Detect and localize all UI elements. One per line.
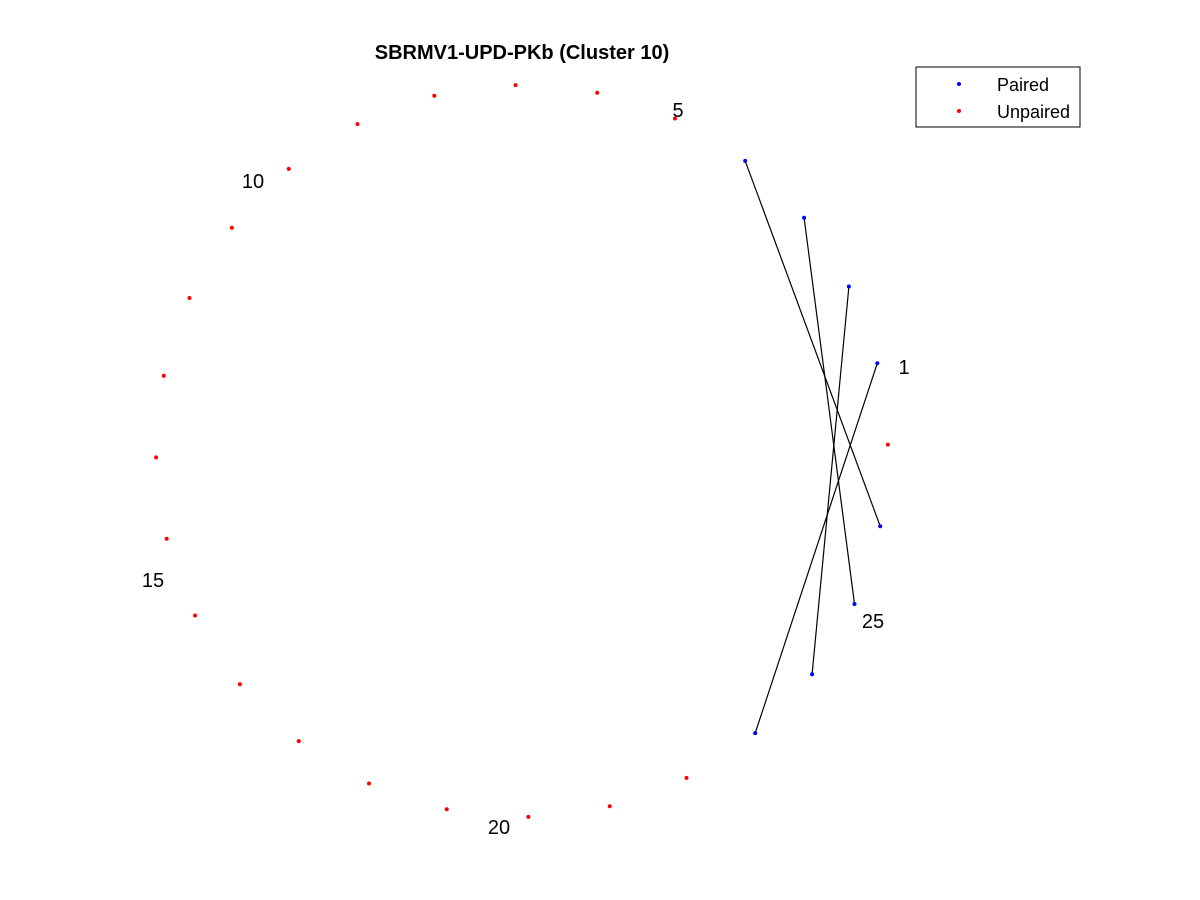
position-label-25: 25: [862, 611, 884, 633]
paired-position-dot-2: [875, 361, 880, 366]
unpaired-position-dot-22: [526, 814, 531, 819]
legend: Paired Unpaired: [915, 66, 1081, 128]
paired-position-dot-27: [852, 602, 857, 606]
unpaired-position-dot-16: [164, 536, 169, 541]
pair-line-2-25: [754, 363, 878, 734]
legend-unpaired-label: Unpaired: [997, 102, 1070, 122]
unpaired-position-dot-7: [595, 90, 600, 95]
unpaired-position-dot-11: [286, 166, 291, 171]
unpaired-position-dot-17: [193, 613, 198, 618]
position-dots: [154, 83, 890, 819]
unpaired-position-dot-1: [885, 442, 890, 447]
paired-position-dot-28: [878, 524, 883, 529]
unpaired-position-dot-12: [229, 225, 234, 230]
pair-line-5-28: [744, 160, 881, 527]
unpaired-position-dot-8: [513, 83, 518, 88]
pair-line-3-26: [811, 286, 850, 675]
unpaired-position-dot-23: [607, 804, 612, 809]
legend-paired-marker: [957, 82, 961, 86]
position-label-15: 15: [142, 570, 164, 592]
position-label-20: 20: [488, 817, 510, 839]
diagram-title: SBRMV1-UPD-PKb (Cluster 10): [375, 42, 669, 64]
paired-position-dot-4: [802, 215, 807, 220]
unpaired-position-dot-6: [673, 116, 677, 121]
position-labels: 1 5 10 15 20 25: [142, 100, 910, 839]
unpaired-position-dot-15: [154, 455, 159, 460]
paired-position-dot-26: [810, 672, 815, 677]
unpaired-position-dot-10: [355, 122, 360, 127]
paired-position-dot-5: [743, 158, 748, 163]
paired-position-dot-25: [753, 731, 758, 736]
position-label-10: 10: [242, 171, 264, 193]
legend-box: [915, 66, 1081, 128]
unpaired-position-dot-20: [367, 781, 371, 786]
unpaired-position-dot-18: [237, 682, 242, 687]
unpaired-position-dot-21: [444, 807, 449, 812]
unpaired-position-dot-24: [684, 775, 689, 780]
unpaired-position-dot-14: [161, 373, 166, 378]
pair-line-4-27: [803, 217, 856, 605]
legend-unpaired-marker: [957, 109, 961, 113]
position-label-5: 5: [672, 100, 683, 122]
paired-position-dot-3: [846, 284, 851, 289]
legend-paired-label: Paired: [997, 75, 1049, 95]
unpaired-position-dot-13: [187, 296, 192, 300]
position-label-1: 1: [898, 357, 909, 379]
unpaired-position-dot-9: [432, 93, 437, 98]
pair-lines: [744, 160, 881, 734]
unpaired-position-dot-19: [296, 739, 301, 744]
